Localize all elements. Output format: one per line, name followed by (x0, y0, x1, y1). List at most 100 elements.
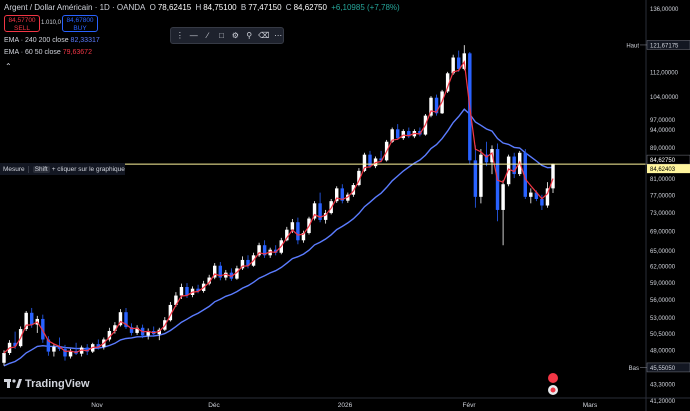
candle-body (63, 348, 67, 357)
ema-240-legend[interactable]: EMA · 240 200 close 82,33317 (4, 37, 100, 44)
spread-value: 1.010,0 (41, 20, 62, 26)
candle-body (257, 245, 261, 256)
tradingview-logo[interactable]: TradingView (4, 378, 90, 390)
candle-body (434, 97, 439, 114)
low-value: 77,47150 (248, 3, 282, 12)
ema-60-legend[interactable]: EMA · 60 50 close 79,63672 (4, 49, 92, 56)
ema-240-line (3, 108, 554, 367)
price-tick-label: 53,00000 (650, 316, 676, 322)
tradingview-logo-icon (4, 379, 22, 388)
open-value: 78,62415 (157, 3, 192, 12)
haut-label: Haut (626, 43, 639, 49)
candle-body (179, 286, 184, 296)
candle-body (13, 342, 17, 347)
more-icon[interactable]: ⋯ (274, 31, 283, 40)
candle-body (407, 131, 411, 137)
sell-label: SELL (14, 25, 30, 32)
price-tick-label: 104,00000 (650, 95, 679, 101)
delete-icon[interactable]: ⌫ (258, 31, 270, 40)
last-price-value: 84,62750 (650, 158, 676, 164)
price-tick-label: 94,00000 (650, 128, 676, 134)
shift-key: Shift (32, 165, 50, 173)
drag-handle-icon[interactable]: ⋮ (175, 31, 184, 40)
close-value: 84,62750 (293, 3, 327, 12)
candle-body (274, 249, 278, 253)
candle-body (107, 330, 112, 340)
candle-body (213, 265, 217, 278)
hline-price-tag (647, 164, 690, 174)
event-alert-icon[interactable] (548, 373, 558, 383)
measure-instruction: + cliquer sur le graphique (51, 165, 125, 173)
candle-body (479, 154, 483, 197)
buy-label: BUY (73, 25, 87, 32)
collapse-legend-icon[interactable]: ⌃ (5, 62, 12, 71)
ohlc-values: O 78,62415 H 84,75100 B 77,47150 C 84,62750 … (149, 3, 400, 12)
trend-line-tool-icon[interactable]: ∕ (206, 31, 209, 40)
candle-body (207, 277, 211, 284)
price-axis[interactable]: 136,00000 112,00000 104,00000 97,00000 94,00… (626, 0, 690, 411)
candle-body (523, 152, 527, 197)
candle-body (545, 188, 550, 206)
candle-body (451, 57, 455, 74)
sell-price: 84,57700 (8, 17, 36, 24)
candle-body (396, 129, 400, 139)
lock-icon[interactable]: ⚲ (246, 31, 253, 40)
candle-body (118, 312, 123, 326)
candle-body (473, 160, 478, 197)
change-value: +6,10985 (+7,78%) (331, 3, 400, 12)
sell-button[interactable]: 84,57700 SELL (4, 15, 40, 32)
candle-body (262, 245, 267, 256)
price-tick-label: 89,00000 (650, 146, 676, 152)
price-tick-label: 41,20000 (650, 399, 676, 405)
price-tick-label: 48,00000 (650, 349, 676, 355)
buy-button[interactable]: 84,67800 BUY (62, 15, 98, 32)
candle-body (368, 154, 372, 167)
candle-body (218, 265, 222, 278)
ema-60-path (3, 60, 554, 354)
price-tick-label: 65,00000 (650, 249, 676, 255)
settings-icon[interactable]: ⚙ (231, 31, 239, 40)
candle-body (484, 154, 489, 163)
horizontal-line-tool-icon[interactable]: — (189, 31, 198, 40)
candle-body (457, 57, 461, 69)
candle-body (185, 286, 189, 295)
candle-body (57, 346, 62, 349)
price-tick-label: 59,00000 (650, 281, 676, 287)
style-tool-icon[interactable]: □ (219, 31, 224, 40)
candle-body (379, 158, 383, 161)
price-tick-label: 73,00000 (650, 211, 676, 217)
candle-body (346, 194, 350, 201)
candle-body (290, 222, 295, 230)
price-tick-label: 136,00000 (650, 7, 679, 13)
drawing-toolbar: ⋮ — ∕ □ ⚙ ⚲ ⌫ ⋯ (170, 27, 284, 44)
haut-price-tag (646, 40, 690, 50)
symbol-title: Argent / Dollar Américain · 1D · OANDA (4, 3, 146, 12)
candle-body (246, 259, 250, 266)
candle-body (168, 304, 173, 321)
price-tick-label: 43,30000 (650, 383, 676, 389)
candles (2, 45, 555, 366)
measure-label: Mesure (0, 165, 29, 173)
candle-body (390, 129, 394, 142)
price-tick-label: 77,00000 (650, 194, 676, 200)
time-tick-label: Déc (208, 402, 220, 409)
candle-body (124, 312, 128, 328)
event-icons[interactable] (547, 372, 559, 396)
candle-body (445, 73, 450, 92)
candle-body (296, 222, 300, 241)
candle-body (312, 203, 317, 219)
ema-240-path (3, 108, 554, 367)
time-axis[interactable]: Nov Déc 2026 Févr Mars (0, 397, 690, 409)
candle-body (30, 312, 34, 325)
ema-60-line (3, 60, 554, 354)
time-tick-label: Mars (583, 402, 598, 409)
candle-body (529, 192, 533, 197)
candle-body (551, 164, 555, 189)
candle-body (429, 97, 433, 116)
candle-body (362, 154, 367, 171)
last-price-tag (646, 154, 690, 165)
candle-body (340, 188, 344, 201)
time-tick-label: 2026 (338, 402, 353, 409)
time-tick-label: Nov (91, 402, 103, 409)
